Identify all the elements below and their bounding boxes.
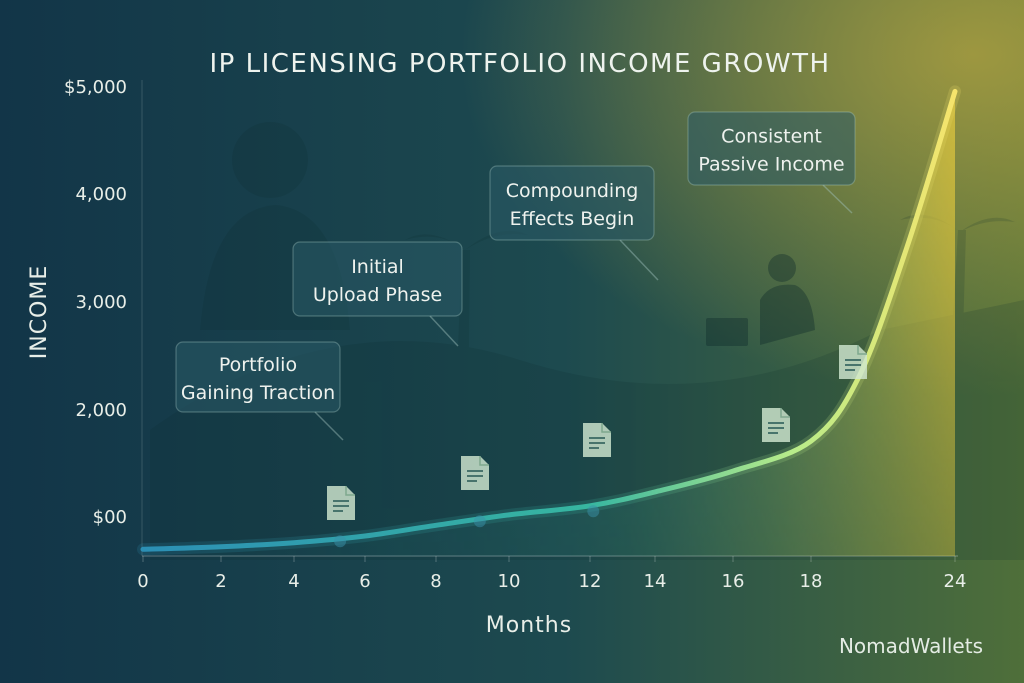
x-tick-label: 10 (498, 571, 521, 592)
callout-text: Portfolio (219, 354, 297, 376)
callout-pointer (314, 411, 344, 441)
callout: Compounding Effects Begin (489, 165, 659, 281)
callout-text: Consistent (721, 126, 822, 148)
y-axis-label: INCOME (27, 265, 52, 360)
person-head-silhouette (232, 122, 308, 198)
document-icon (461, 456, 489, 490)
callout-text: Compounding (506, 180, 639, 202)
document-icons (327, 345, 867, 520)
x-tick-label: 14 (644, 571, 667, 592)
x-tick-label: 16 (722, 571, 745, 592)
document-icon (327, 486, 355, 520)
chart-title: IP LICENSING PORTFOLIO INCOME GROWTH (209, 49, 830, 79)
y-tick-label: $00 (93, 507, 127, 528)
callout: Portfolio Gaining Traction (175, 341, 344, 441)
palm-tree-left (405, 230, 528, 420)
callout-box (292, 241, 463, 317)
callout-text: Gaining Traction (181, 382, 335, 404)
callout-box (175, 341, 341, 413)
income-area (143, 91, 955, 557)
x-tick-label: 0 (137, 571, 148, 592)
x-tick-label: 6 (359, 571, 370, 592)
y-tick-label: 4,000 (75, 184, 127, 205)
callout-pointer (619, 239, 659, 281)
callout-pointer (429, 315, 459, 347)
document-fold (479, 456, 489, 466)
data-point (587, 505, 600, 518)
document-fold (780, 408, 790, 418)
document-sheet (583, 423, 611, 457)
y-tick-label: $5,000 (64, 77, 127, 98)
data-point (334, 535, 347, 548)
callout: Initial Upload Phase (292, 241, 463, 347)
laptop-person-silhouette (706, 254, 815, 346)
document-icon (762, 408, 790, 442)
document-sheet (327, 486, 355, 520)
income-line (140, 88, 958, 552)
callout-box (687, 111, 856, 186)
worker-head (768, 254, 796, 282)
y-tick-label: 2,000 (75, 400, 127, 421)
laptop (706, 318, 748, 346)
document-fold (601, 423, 611, 433)
x-axis-label: Months (486, 613, 572, 638)
document-fold (345, 486, 355, 496)
x-tick-label: 24 (944, 571, 967, 592)
callouts: Portfolio Gaining Traction Initial Upload P… (175, 111, 856, 441)
document-sheet (461, 456, 489, 490)
x-tick-label: 4 (288, 571, 299, 592)
y-tick-label: 3,000 (75, 292, 127, 313)
series-layer (137, 85, 961, 557)
callout-box (489, 165, 655, 241)
x-tick-label: 18 (800, 571, 823, 592)
callout-text: Effects Begin (510, 208, 635, 230)
callout: Consistent Passive Income (687, 111, 856, 214)
document-icon (583, 423, 611, 457)
y-axis: $00 2,000 3,000 4,000 $5,000 (64, 77, 143, 556)
x-tick-label: 8 (430, 571, 441, 592)
callout-pointer (822, 184, 853, 214)
document-sheet (762, 408, 790, 442)
data-point (473, 515, 486, 528)
worker-body (760, 284, 815, 345)
callout-text: Upload Phase (313, 284, 442, 306)
x-tick-label: 12 (579, 571, 602, 592)
palm-tree-right (900, 214, 1015, 370)
callout-text: Initial (351, 256, 404, 278)
document-fold (857, 345, 867, 355)
callout-text: Passive Income (698, 154, 844, 176)
x-tick-label: 2 (215, 571, 226, 592)
document-icon (839, 345, 867, 379)
brand-watermark: NomadWallets (839, 634, 983, 658)
document-sheet (839, 345, 867, 379)
